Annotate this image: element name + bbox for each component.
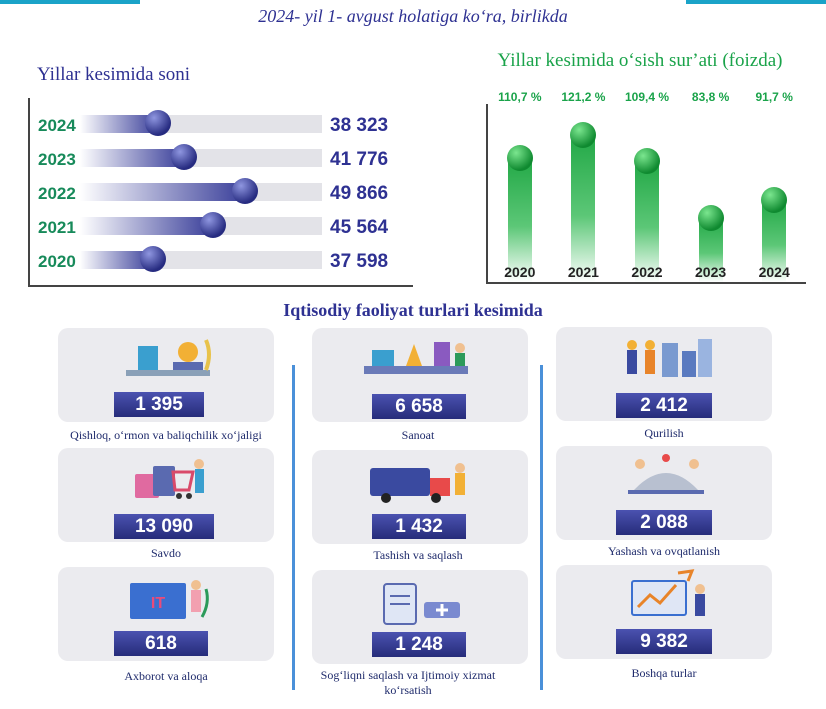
growth-value-label: 83,8 %: [691, 90, 730, 104]
growth-value-label: 109,4 %: [624, 90, 670, 104]
hbar-year-label: 2020: [38, 252, 76, 271]
sector-card-agriculture: 1 395: [58, 328, 274, 422]
hbar-fill: [80, 251, 153, 269]
growth-knob: [570, 121, 597, 148]
sector-value: 1 248: [372, 632, 466, 657]
sector-value: 2 412: [616, 393, 712, 418]
growth-value-label: 110,7 %: [498, 90, 542, 104]
construction-illustration: [627, 339, 712, 377]
sector-card-industry: 6 658: [312, 328, 528, 422]
sector-value: 2 088: [616, 510, 712, 535]
growth-bar: [762, 200, 787, 282]
top-accent-left: [0, 0, 140, 4]
hospitality-illustration: [628, 454, 704, 494]
hbar-fill: [80, 217, 213, 235]
growth-chart-frame: 110,7 % 2020 121,2 % 2021 109,4 % 2022 8…: [486, 90, 806, 284]
hbar-value-label: 49 866: [330, 183, 389, 204]
sector-value: 1 432: [372, 514, 466, 539]
growth-value-label: 121,2 %: [561, 90, 606, 104]
sector-card-other: 9 382: [556, 565, 772, 659]
sector-value: 6 658: [372, 394, 466, 419]
hbar-knob: [139, 246, 166, 272]
health-illustration: [383, 583, 460, 625]
sector-value: 13 090: [114, 514, 214, 539]
sector-card-trade: 13 090: [58, 448, 274, 542]
growth-value-label: 91,7 %: [755, 90, 793, 104]
hbar-row: 2024 38 323: [30, 108, 430, 142]
growth-year-label: 2023: [695, 264, 727, 280]
hbar-knob: [199, 212, 226, 238]
hbar-fill: [80, 115, 159, 133]
sector-card-it: IT 618: [58, 567, 274, 661]
hbar-row: 2023 41 776: [30, 142, 430, 176]
page-title: 2024- yil 1- avgust holatiga koʻra, birl…: [258, 6, 568, 26]
transport-illustration: [370, 463, 465, 503]
sector-card-hospitality: 2 088: [556, 446, 772, 540]
agriculture-illustration: [126, 339, 211, 376]
growth-knob: [697, 204, 724, 231]
hbar-value-label: 37 598: [330, 251, 389, 272]
growth-bar: [507, 158, 532, 282]
it-illustration: IT: [130, 580, 209, 619]
count-chart-frame: 2024 38 323 2023 41 776 2022 49 866 2021…: [28, 98, 413, 287]
shopping-illustration: [135, 459, 204, 499]
sector-value: 618: [114, 631, 208, 656]
sector-label: Sogʻliqni saqlash va Ijtimoiy xizmat koʻ…: [320, 668, 496, 697]
hbar-knob: [232, 178, 259, 204]
hbar-year-label: 2023: [38, 150, 76, 169]
hbar-fill: [80, 183, 246, 201]
svg-text:IT: IT: [151, 595, 165, 612]
sector-label: Axborot va aloqa: [124, 669, 208, 683]
top-accent-right: [686, 0, 826, 4]
growth-knob: [634, 147, 660, 174]
growth-bar: [571, 134, 596, 282]
sector-value: 9 382: [616, 629, 712, 654]
growth-knob: [506, 145, 533, 172]
growth-bar: [635, 160, 659, 282]
hbar-value-label: 41 776: [330, 149, 389, 170]
sector-label: Boshqa turlar: [631, 666, 697, 680]
hbar-value-label: 38 323: [330, 115, 389, 136]
growth-knob: [761, 187, 788, 214]
hbar-row: 2022 49 866: [30, 176, 430, 210]
hbar-row: 2021 45 564: [30, 210, 430, 244]
sector-card-transport: 1 432: [312, 450, 528, 544]
sector-label: Sanoat: [401, 428, 435, 442]
growth-year-label: 2022: [631, 264, 663, 280]
sector-label: Tashish va saqlash: [373, 548, 463, 562]
sector-label: Savdo: [151, 546, 181, 560]
hbar-row: 2020 37 598: [30, 244, 430, 278]
sectors-title: Iqtisodiy faoliyat turlari kesimida: [283, 300, 543, 320]
industry-illustration: [364, 342, 468, 374]
sector-value: 1 395: [114, 392, 204, 417]
hbar-value-label: 45 564: [330, 217, 389, 238]
sector-card-health: 1 248: [312, 570, 528, 664]
growth-chart-title: Yillar kesimida oʻsish surʼati (foizda): [497, 50, 783, 71]
hbar-knob: [145, 110, 172, 136]
growth-year-label: 2024: [758, 264, 790, 280]
hbar-year-label: 2021: [38, 218, 76, 237]
sector-label: Qishloq, oʻrmon va baliqchilik xoʻjaligi: [70, 428, 262, 442]
sector-label: Qurilish: [644, 426, 684, 440]
column-separator: [292, 365, 295, 690]
sector-label: Yashash va ovqatlanish: [607, 544, 721, 558]
growth-year-label: 2021: [567, 264, 599, 280]
hbar-knob: [171, 144, 198, 170]
sector-card-construction: 2 412: [556, 327, 772, 421]
hbar-year-label: 2022: [38, 184, 76, 203]
column-separator: [540, 365, 543, 690]
count-chart-title: Yillar kesimida soni: [37, 64, 191, 85]
hbar-year-label: 2024: [38, 116, 76, 135]
other-illustration: [631, 569, 705, 616]
growth-year-label: 2020: [504, 264, 536, 280]
hbar-fill: [80, 149, 185, 167]
